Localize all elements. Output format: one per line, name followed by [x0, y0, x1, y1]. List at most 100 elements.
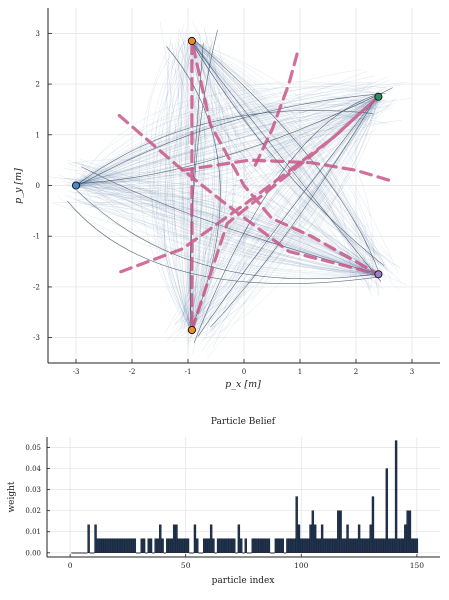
particle-path	[193, 40, 373, 297]
particle-path	[180, 38, 193, 330]
particle-path	[76, 105, 368, 186]
particle-path	[93, 174, 377, 274]
particle-path	[193, 39, 374, 277]
particle-path	[174, 95, 380, 324]
particle-path	[74, 112, 392, 188]
weight-bar	[318, 538, 321, 553]
weight-bar	[161, 538, 164, 553]
weight-bar	[258, 538, 261, 553]
particle-path	[188, 37, 234, 329]
particle-path	[106, 181, 379, 274]
particle-path	[191, 41, 372, 269]
particle-path	[175, 94, 380, 325]
weight-bar	[119, 538, 123, 553]
particle-path	[77, 87, 376, 187]
mean-path-segment	[180, 158, 392, 182]
weight-bar	[101, 538, 104, 553]
particle-path	[191, 43, 374, 272]
particle-path	[82, 181, 376, 276]
landmark-marker	[71, 181, 81, 190]
particle-path	[74, 86, 374, 187]
weight-bar	[392, 538, 395, 553]
weight-bar	[228, 538, 231, 553]
y-tick-label: 0	[36, 182, 40, 190]
particle-path	[192, 43, 393, 261]
particle-path	[74, 93, 372, 185]
weight-bar	[385, 468, 389, 553]
particle-path	[93, 203, 377, 277]
weight-bar	[149, 538, 153, 553]
weight-bar	[362, 538, 365, 553]
particle-path	[188, 38, 400, 292]
particle-path	[192, 41, 202, 331]
particle-path	[192, 29, 228, 331]
weight-bar	[387, 538, 391, 553]
mean-path-segment	[253, 52, 299, 167]
belief-chart-title: Particle Belief	[211, 417, 276, 427]
particle-path	[190, 42, 379, 296]
particle-path	[191, 41, 354, 276]
particle-path	[176, 40, 209, 330]
particle-path-highlighted	[210, 95, 378, 328]
particle-path	[161, 54, 214, 332]
weight-bar	[415, 538, 419, 553]
trajectory-y-axis-label: p_y [m]	[13, 168, 24, 204]
particle-path	[57, 196, 379, 277]
particle-path	[78, 106, 383, 195]
weight-bar	[288, 538, 291, 553]
particle-path	[192, 37, 222, 331]
belief-x-axis-label: particle index	[212, 576, 275, 586]
particle-path	[192, 40, 376, 256]
particle-path	[75, 69, 362, 184]
particle-path	[201, 96, 378, 313]
particle-path	[64, 194, 379, 275]
particle-path	[206, 97, 376, 323]
particle-path	[59, 174, 377, 277]
weight-bar	[276, 538, 280, 553]
trajectory-plot: -3 -2 -1 0 1 2 3 -3 -2 -1 0 1 2 3 p_x [m] p_y [m]	[13, 8, 440, 390]
weight-bar	[399, 538, 402, 553]
weight-bar	[394, 440, 398, 553]
weight-bar	[332, 538, 335, 553]
particle-path	[173, 96, 378, 322]
particle-path	[178, 27, 203, 331]
particle-path	[192, 41, 387, 264]
weight-bar	[267, 538, 271, 553]
weight-bar	[311, 510, 315, 553]
weight-bar	[390, 538, 393, 553]
weight-bar	[360, 538, 363, 553]
weight-bar	[344, 538, 347, 553]
particle-path	[85, 189, 378, 275]
weight-bar	[168, 538, 171, 553]
particle-path	[76, 79, 391, 185]
particle-path	[191, 41, 371, 291]
weight-bar	[376, 538, 379, 553]
particle-trajectories-highlighted	[67, 29, 393, 344]
y-tick-label: 2	[36, 81, 40, 89]
x-tick-label: -2	[129, 368, 136, 376]
particle-path	[194, 40, 374, 271]
particle-path	[191, 96, 380, 336]
particle-path	[77, 98, 389, 188]
weight-bar	[404, 524, 407, 553]
particle-path	[179, 96, 377, 334]
particle-path-highlighted	[76, 189, 377, 280]
particle-path	[77, 103, 365, 184]
weight-bar	[112, 538, 116, 553]
particle-path	[191, 41, 375, 255]
weight-bar	[357, 524, 361, 553]
particle-path	[145, 47, 193, 329]
particle-path	[191, 41, 408, 286]
weight-bar	[327, 538, 331, 553]
particle-path	[164, 46, 212, 331]
particle-path	[192, 40, 371, 267]
particle-path-highlighted	[67, 200, 377, 284]
weight-bar	[226, 538, 229, 553]
particle-path	[77, 96, 374, 187]
particle-path	[190, 42, 375, 255]
particle-path	[89, 184, 378, 277]
particle-path	[73, 82, 372, 186]
particle-path	[156, 36, 201, 331]
weight-bar	[117, 538, 120, 553]
particle-path	[192, 40, 365, 281]
